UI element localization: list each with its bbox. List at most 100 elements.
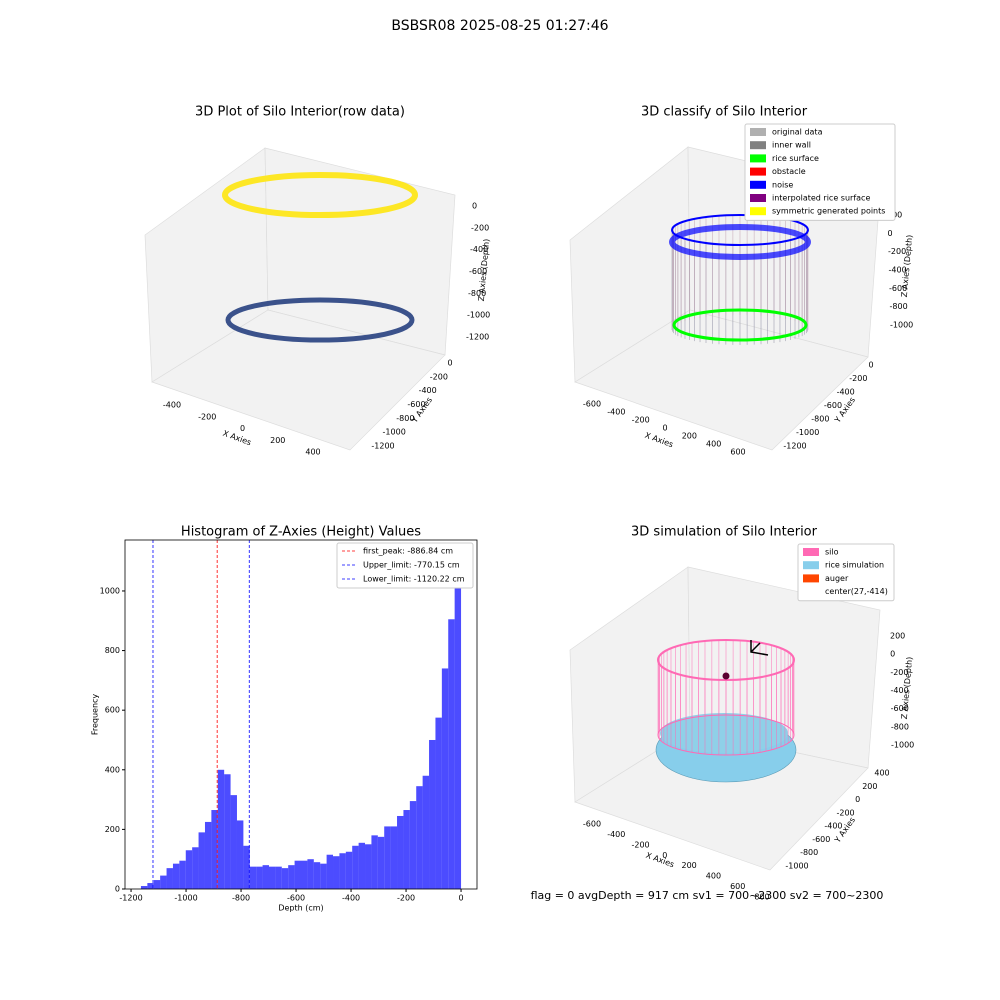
hist-bar: [236, 820, 244, 889]
axes-frame: [124, 539, 478, 890]
hist-bar: [416, 786, 423, 889]
z-tick-label: -200: [890, 668, 908, 677]
x-tick-label: 200: [682, 432, 697, 441]
hist-bar: [448, 619, 455, 889]
hist-bar: [409, 801, 417, 889]
legend-swatch: [803, 548, 819, 556]
legend-swatch: [750, 154, 766, 163]
figure-title: BSBSR08 2025-08-25 01:27:46: [391, 18, 608, 34]
x-tick-label: -600: [583, 400, 601, 409]
hist-bar: [281, 868, 289, 889]
rim-top: [657, 639, 795, 681]
y-tick-label: -800: [396, 414, 414, 423]
x-tick-label: 400: [706, 872, 721, 881]
hist-bar: [256, 866, 263, 889]
hist-bar: [377, 836, 385, 889]
hist-bar: [352, 845, 359, 889]
y-tick-label: 800: [105, 646, 120, 655]
x-tick-label: 400: [305, 448, 320, 457]
hist-bar: [211, 810, 218, 889]
rim-top: [671, 214, 809, 246]
y-tick-label: -400: [837, 388, 855, 397]
legend-box: [744, 123, 896, 221]
y-tick-label: -800: [811, 415, 829, 424]
rim-top: [222, 172, 418, 218]
z-axis-label: Z Axies (Depth): [900, 656, 914, 719]
legend-swatch: [750, 167, 766, 176]
auger: [750, 640, 769, 656]
hist-bar: [147, 883, 154, 889]
hist-bar: [140, 886, 148, 889]
y-tick-label: -600: [812, 835, 830, 844]
x-tick-label: -400: [342, 894, 360, 903]
rim-green: [672, 308, 808, 342]
y-tick-label: 600: [105, 706, 120, 715]
hist-bar: [288, 865, 295, 889]
hist-bar: [313, 862, 321, 889]
hist-bar: [204, 821, 212, 889]
x-tick-label: 200: [270, 436, 285, 445]
y-tick-label: -200: [849, 374, 867, 383]
z-tick-label: -400: [889, 266, 907, 275]
x-tick-label: -200: [632, 416, 650, 425]
z-tick-label: -800: [890, 302, 908, 311]
y-tick-label: -400: [419, 386, 437, 395]
hist-bar: [172, 863, 180, 889]
z-tick-label: -1000: [891, 741, 914, 750]
subplot-title: Histogram of Z-Axies (Height) Values: [181, 525, 421, 540]
x-tick-label: -200: [198, 412, 216, 421]
y-tick-label: 0: [855, 795, 860, 804]
legend-swatch: [750, 207, 766, 216]
x-tick-label: 200: [682, 861, 697, 870]
legend-label: rice surface: [772, 154, 819, 163]
z-tick-label: -400: [891, 686, 909, 695]
hist-bar: [166, 868, 173, 889]
z-tick-label: -200: [888, 247, 906, 256]
hist-bar: [371, 835, 378, 889]
x-tick-label: -800: [232, 894, 250, 903]
y-axis-label: Frequency: [91, 694, 100, 736]
z-tick-label: -800: [468, 289, 486, 298]
legend-swatch: [750, 128, 766, 136]
hist-bar: [243, 845, 250, 889]
hist-bar: [262, 865, 269, 889]
y-tick-label: -400: [824, 822, 842, 831]
legend-swatch: [803, 574, 819, 583]
y-tick-label: -200: [430, 372, 448, 381]
hist-bar: [422, 775, 430, 889]
z-tick-label: -800: [891, 722, 909, 731]
x-tick-label: 800: [754, 893, 769, 902]
x-tick-label: -200: [397, 894, 415, 903]
z-tick-label: -1200: [466, 333, 489, 342]
hist-bar: [275, 866, 282, 889]
x-tick-label: 0: [240, 424, 245, 433]
pane: [574, 309, 869, 451]
x-tick-label: -1200: [119, 894, 142, 903]
z-tick-label: -600: [469, 267, 487, 276]
x-tick-label: 600: [730, 882, 745, 891]
legend-label: noise: [772, 180, 793, 189]
x-axis-label: Depth (cm): [278, 904, 323, 913]
x-tick-label: 0: [662, 424, 667, 433]
z-tick-label: 200: [890, 632, 905, 641]
legend-label: obstacle: [772, 167, 806, 176]
hist-bar: [339, 853, 346, 889]
hist-bar: [192, 847, 199, 889]
y-tick-label: -1000: [796, 428, 819, 437]
z-tick-label: 0: [888, 229, 893, 238]
legend-label: symmetric generated points: [772, 207, 885, 216]
legend-label: silo: [825, 548, 839, 557]
legend-swatch: [750, 194, 766, 202]
legend-label: center(27,-414): [825, 587, 888, 596]
hist-bar: [435, 717, 442, 889]
z-tick-label: 0: [472, 202, 477, 211]
y-tick-label: 200: [105, 825, 120, 834]
y-tick-label: -600: [407, 400, 425, 409]
hist-bar: [358, 842, 366, 889]
subplot-title: 3D simulation of Silo Interior: [631, 525, 818, 540]
status-text: flag = 0 avgDepth = 917 cm sv1 = 700~230…: [531, 889, 884, 902]
y-tick-label: 400: [105, 765, 120, 774]
y-tick-label: 0: [447, 359, 452, 368]
y-tick-label: -200: [836, 808, 854, 817]
y-tick-label: 1000: [100, 586, 120, 595]
